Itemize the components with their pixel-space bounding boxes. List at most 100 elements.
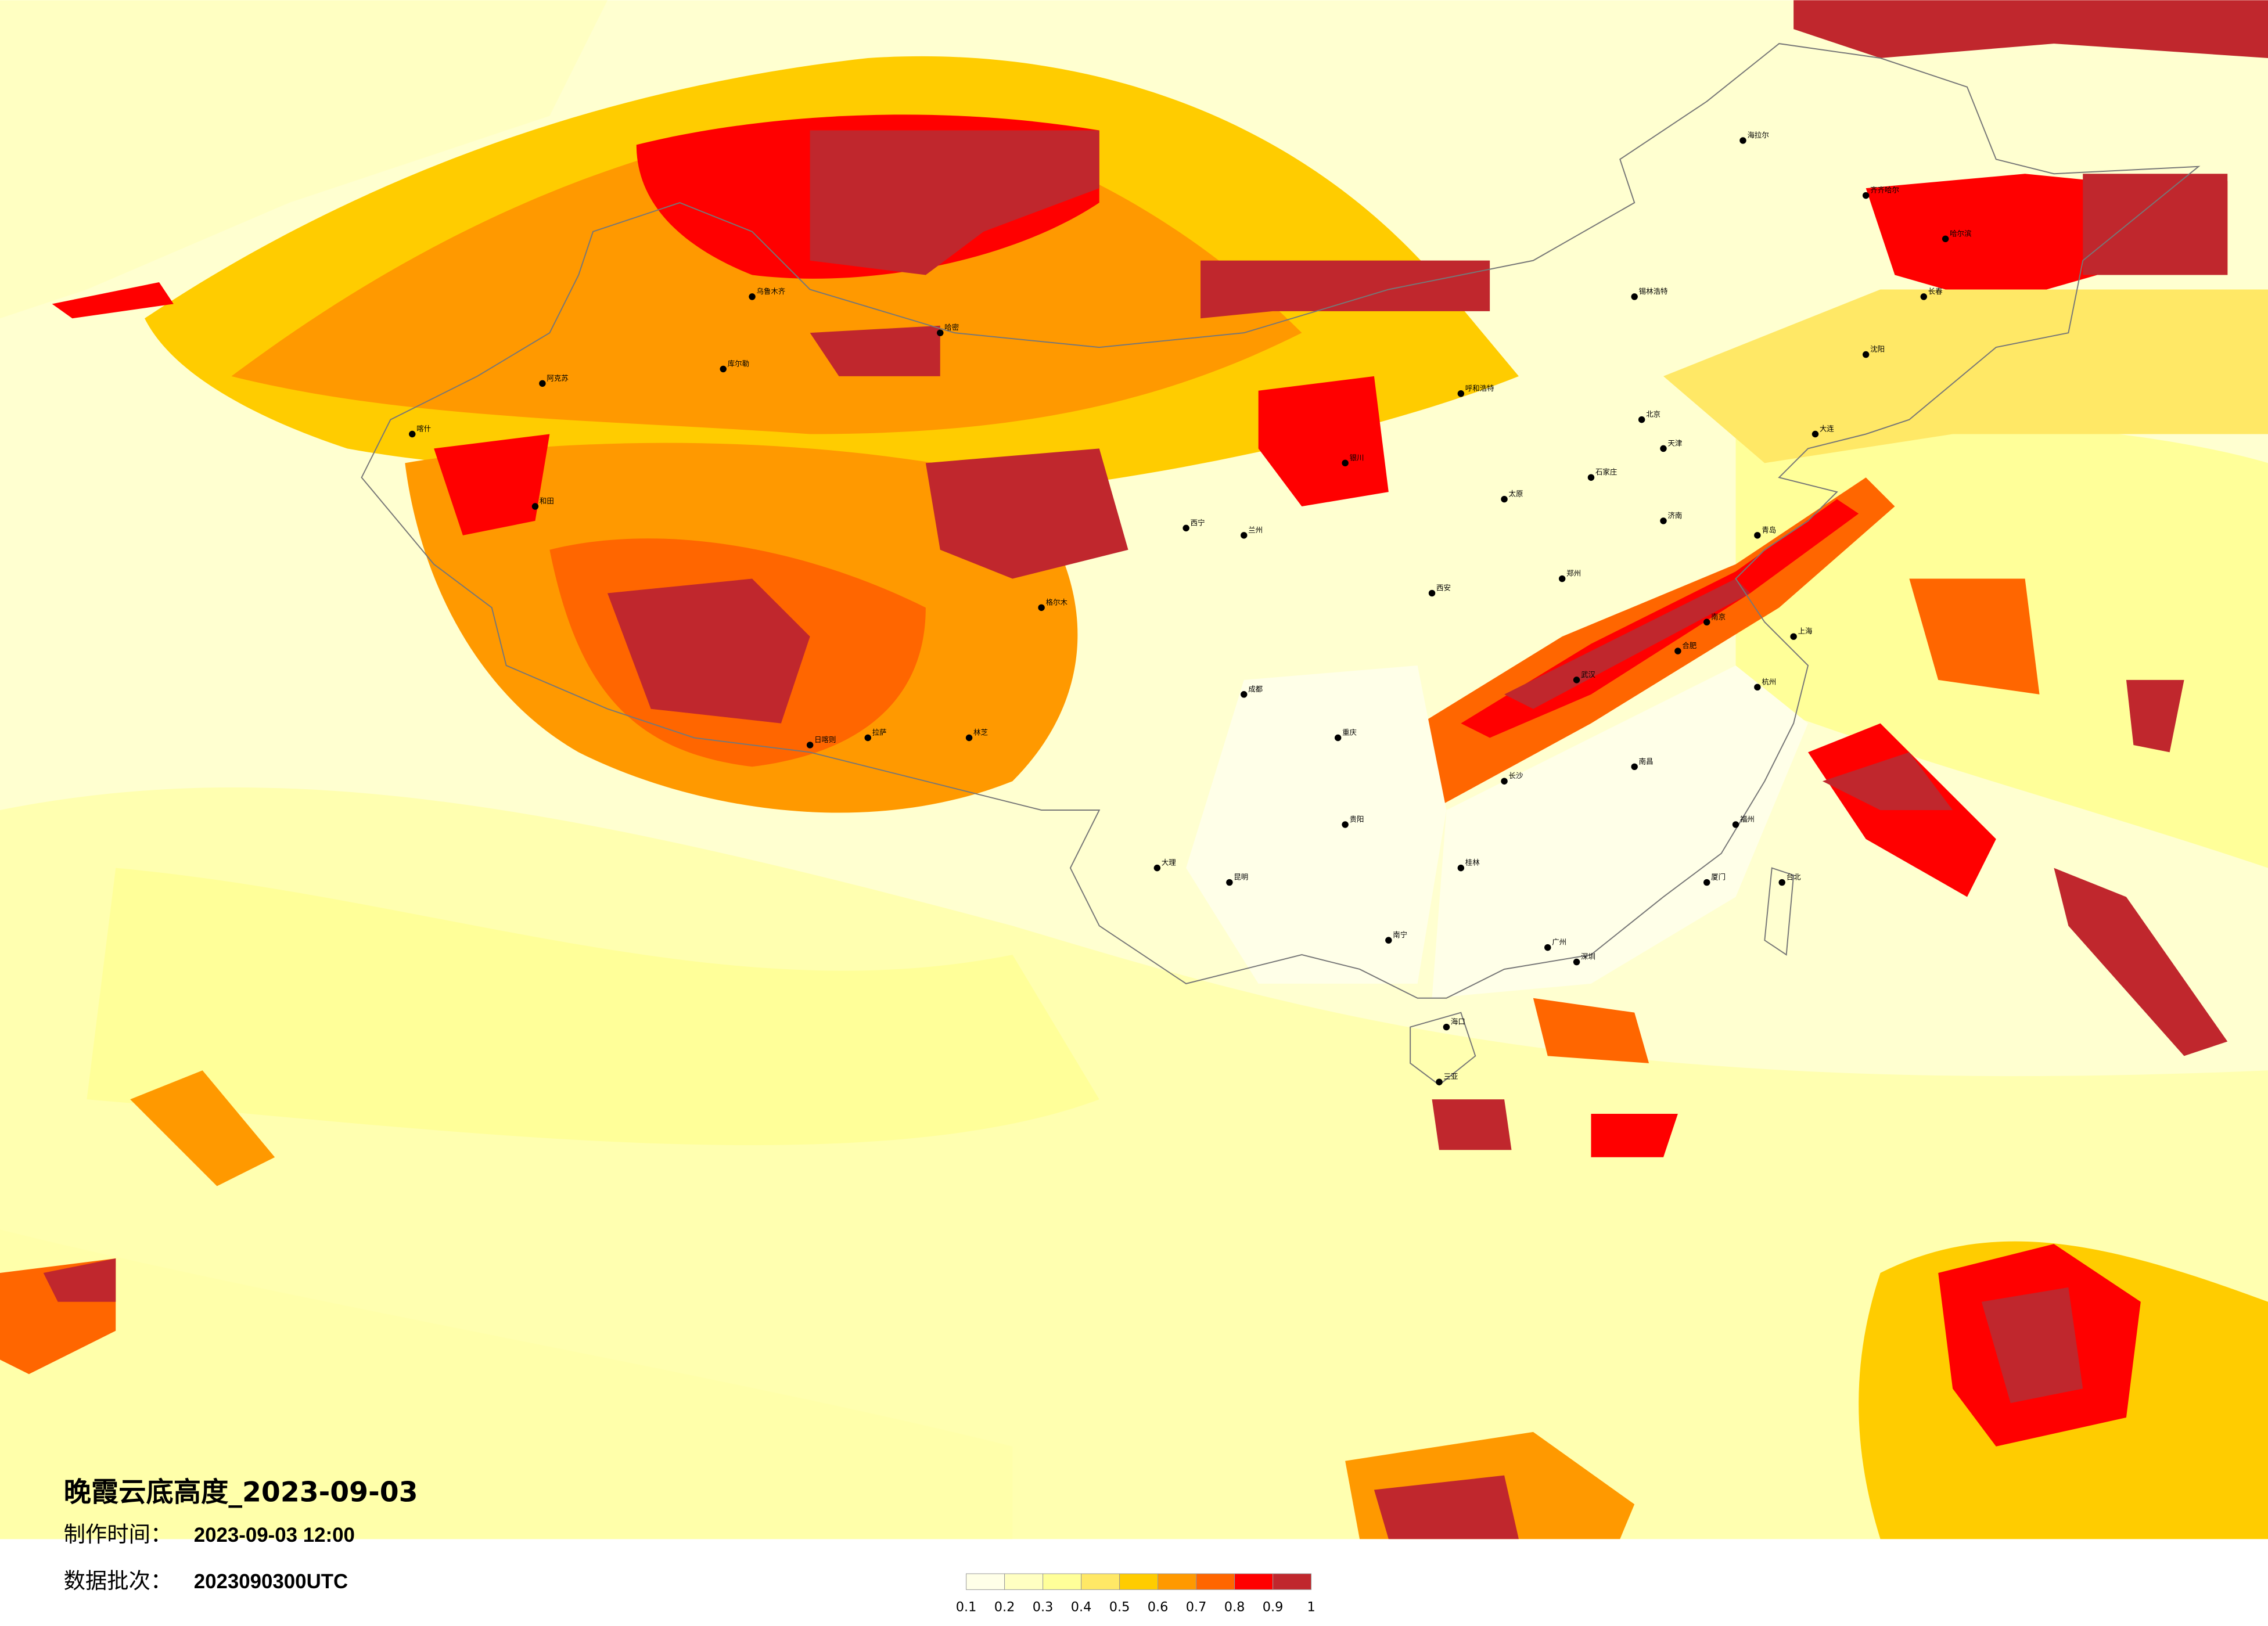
city-marker: 成都 <box>1241 685 1263 698</box>
city-marker: 沈阳 <box>1862 345 1885 358</box>
city-label: 西宁 <box>1191 518 1205 527</box>
country-boundary <box>361 43 2201 999</box>
city-dot <box>1942 235 1949 243</box>
city-label: 格尔木 <box>1046 598 1068 606</box>
city-marker: 贵阳 <box>1342 815 1364 828</box>
city-dot <box>1920 293 1928 300</box>
city-dot <box>1428 589 1436 597</box>
city-dot <box>1631 763 1638 771</box>
city-label: 和田 <box>540 497 554 505</box>
city-marker: 福州 <box>1732 815 1755 828</box>
legend-tick-label: 0.6 <box>1148 1600 1169 1615</box>
city-marker: 杭州 <box>1754 677 1776 691</box>
city-marker: 北京 <box>1638 410 1660 423</box>
city-marker: 重庆 <box>1334 728 1357 742</box>
city-dot <box>1790 633 1797 640</box>
city-label: 海拉尔 <box>1747 131 1769 139</box>
city-dot <box>1558 575 1566 582</box>
legend-tick-label: 0.2 <box>994 1600 1015 1615</box>
city-marker: 和田 <box>531 497 554 510</box>
city-marker: 大连 <box>1811 425 1834 438</box>
city-label: 南昌 <box>1639 757 1654 765</box>
city-label: 呼和浩特 <box>1465 384 1494 393</box>
city-marker: 锡林浩特 <box>1631 287 1667 300</box>
city-label: 兰州 <box>1248 526 1263 534</box>
city-label: 林芝 <box>973 728 988 737</box>
city-label: 天津 <box>1667 438 1682 447</box>
city-label: 阿克苏 <box>547 373 568 382</box>
city-marker: 乌鲁木齐 <box>749 287 785 300</box>
city-dot <box>864 734 871 742</box>
city-label: 桂林 <box>1465 858 1480 867</box>
city-dot <box>1182 524 1189 532</box>
city-label: 郑州 <box>1566 569 1581 578</box>
city-label: 石家庄 <box>1595 467 1617 476</box>
city-dot <box>1544 944 1551 951</box>
city-dot <box>1038 604 1045 611</box>
city-dot <box>1638 416 1645 423</box>
city-dot <box>1703 618 1710 625</box>
city-marker: 兰州 <box>1241 526 1263 539</box>
city-label: 拉萨 <box>872 728 887 737</box>
city-marker: 格尔木 <box>1038 598 1067 611</box>
city-label: 长沙 <box>1509 771 1523 780</box>
production-time-label: 制作时间： <box>64 1521 172 1547</box>
city-label: 厦门 <box>1711 873 1726 882</box>
city-dot <box>1703 879 1710 886</box>
city-markers: 海拉尔齐齐哈尔哈尔滨长春沈阳大连锡林浩特呼和浩特北京天津石家庄太原济南青岛郑州西… <box>409 131 1971 1085</box>
city-marker: 南昌 <box>1631 757 1654 771</box>
city-dot <box>1587 474 1595 481</box>
city-dot <box>1862 351 1870 358</box>
city-marker: 林芝 <box>965 728 988 742</box>
legend-swatch <box>966 1573 1005 1590</box>
city-marker: 哈密 <box>937 323 959 336</box>
city-marker: 南宁 <box>1385 930 1407 944</box>
city-label: 济南 <box>1667 511 1682 520</box>
city-dot <box>1660 445 1667 452</box>
city-label: 武汉 <box>1581 670 1595 679</box>
city-label: 福州 <box>1740 815 1755 823</box>
city-label: 贵阳 <box>1350 815 1364 823</box>
city-label: 西安 <box>1436 583 1451 592</box>
city-label: 三亚 <box>1443 1072 1458 1081</box>
city-marker: 呼和浩特 <box>1457 384 1494 397</box>
city-label: 库尔勒 <box>728 359 749 368</box>
city-label: 北京 <box>1646 410 1660 419</box>
city-marker: 日喀则 <box>806 735 836 749</box>
city-dot <box>1501 495 1508 503</box>
city-marker: 南京 <box>1703 612 1726 625</box>
city-marker: 西安 <box>1428 583 1451 597</box>
city-marker: 青岛 <box>1754 526 1776 539</box>
legend-swatch <box>1081 1573 1120 1590</box>
city-dot <box>1457 864 1465 872</box>
legend-swatch <box>1234 1573 1274 1590</box>
city-marker: 银川 <box>1342 453 1364 467</box>
city-label: 齐齐哈尔 <box>1870 186 1899 195</box>
city-label: 大连 <box>1820 425 1834 433</box>
city-dot <box>1862 192 1870 199</box>
city-marker: 长春 <box>1920 287 1943 300</box>
city-dot <box>937 329 944 336</box>
city-dot <box>1153 864 1161 872</box>
legend-tick-label: 0.1 <box>956 1600 977 1615</box>
city-marker: 石家庄 <box>1587 467 1617 481</box>
city-label: 喀什 <box>416 425 431 433</box>
city-marker: 哈尔滨 <box>1942 229 1971 243</box>
city-label: 乌鲁木齐 <box>756 287 785 296</box>
city-marker: 武汉 <box>1573 670 1595 684</box>
city-label: 杭州 <box>1762 677 1776 686</box>
city-marker: 合肥 <box>1674 641 1696 654</box>
city-dot <box>1436 1078 1443 1085</box>
city-dot <box>1241 532 1248 539</box>
production-time-value: 2023-09-03 12:00 <box>194 1524 355 1546</box>
city-marker: 上海 <box>1790 627 1812 640</box>
city-label: 合肥 <box>1682 641 1696 650</box>
legend-tick-label: 0.5 <box>1109 1600 1130 1615</box>
city-label: 哈尔滨 <box>1950 229 1971 238</box>
map-title: 晚霞云底高度_2023-09-03 <box>64 1476 418 1508</box>
city-dot <box>965 734 973 742</box>
city-marker: 天津 <box>1660 438 1682 452</box>
taiwan-island-outline <box>1764 867 1795 956</box>
